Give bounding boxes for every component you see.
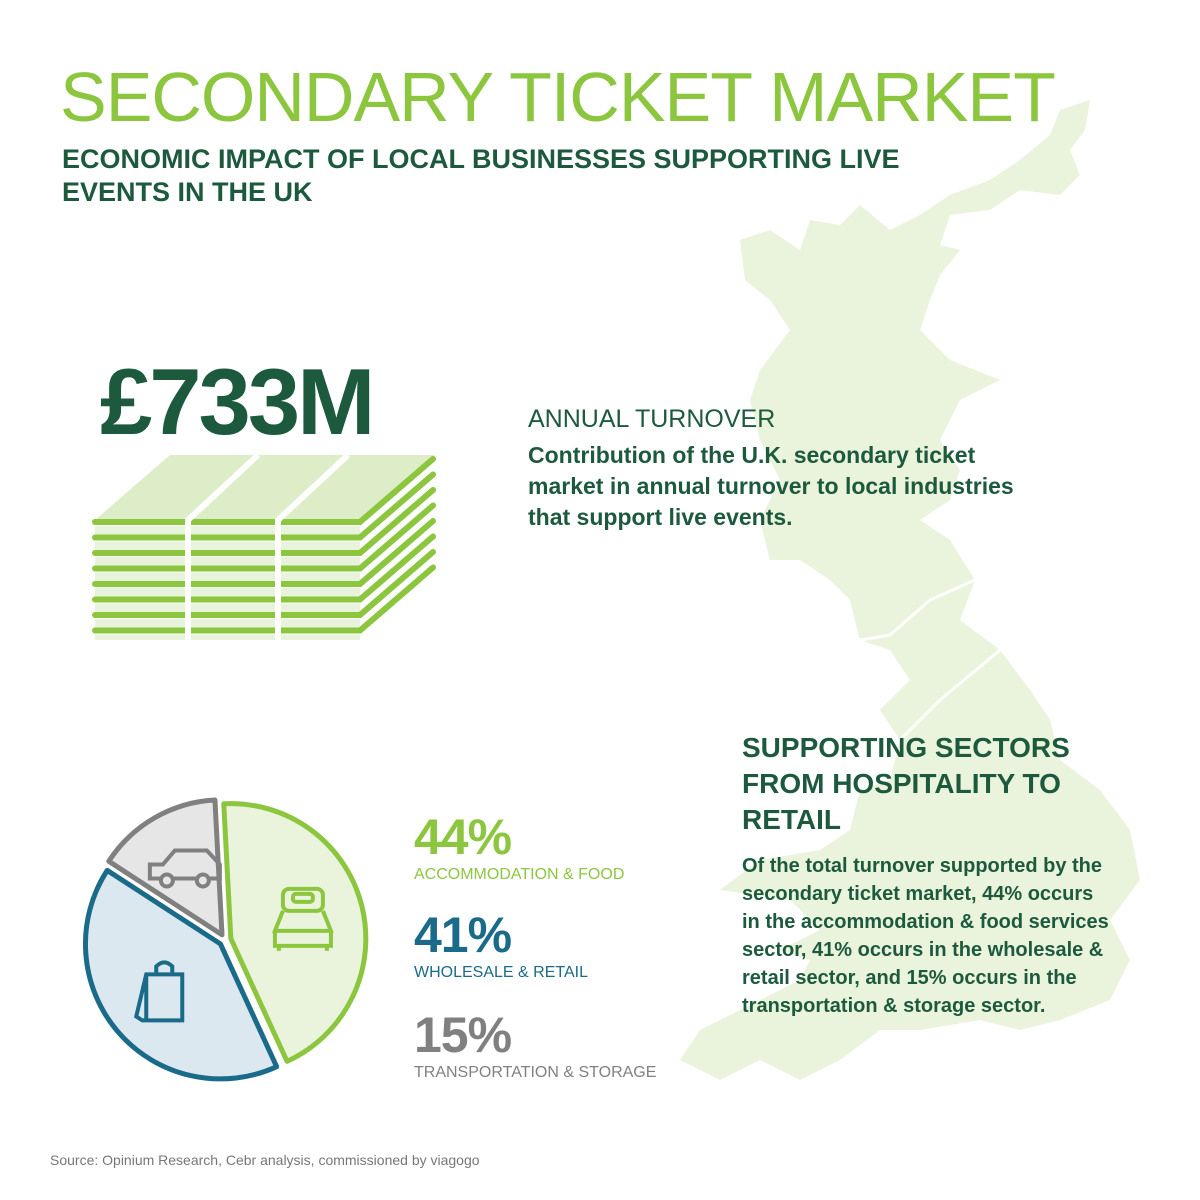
turnover-amount: £733M — [100, 349, 375, 454]
legend-wholesale: 41% WHOLESALE & RETAIL — [414, 910, 588, 982]
banknote-edge — [92, 533, 436, 603]
banknote-edge — [92, 502, 436, 572]
banknote-edge — [92, 518, 436, 587]
turnover-heading: ANNUAL TURNOVER — [528, 405, 776, 433]
banknote-top — [95, 455, 435, 520]
page-title: SECONDARY TICKET MARKET — [60, 58, 1056, 136]
label-wholesale: WHOLESALE & RETAIL — [414, 964, 588, 981]
legend-accommodation: 44% ACCOMMODATION & FOOD — [414, 812, 624, 884]
sectors-description: Of the total turnover supported by the s… — [742, 855, 1109, 1017]
banknote-edge — [92, 456, 436, 525]
car-icon — [147, 848, 222, 889]
pct-transportation: 15% — [414, 1007, 512, 1063]
pct-wholesale: 41% — [414, 907, 512, 963]
banknote-edge — [92, 487, 436, 556]
turnover-description: Contribution of the U.K. secondary ticke… — [528, 442, 1014, 530]
pct-accommodation: 44% — [414, 809, 512, 865]
label-transportation: TRANSPORTATION & STORAGE — [414, 1064, 657, 1081]
banknote-edge — [92, 471, 436, 541]
sector-pie-chart — [82, 797, 369, 1082]
banknote-edge — [92, 564, 436, 634]
label-accommodation: ACCOMMODATION & FOOD — [414, 866, 625, 883]
pie-slice-2 — [106, 797, 225, 938]
banknote-edge — [92, 549, 436, 618]
sectors-heading: SUPPORTING SECTORS FROM HOSPITALITY TO R… — [742, 732, 1070, 835]
bed-icon — [271, 886, 334, 951]
shopping-bag-icon — [133, 960, 185, 1023]
money-stack-icon — [92, 452, 436, 640]
page-subtitle: ECONOMIC IMPACT OF LOCAL BUSINESSES SUPP… — [62, 144, 900, 207]
legend-transportation: 15% TRANSPORTATION & STORAGE — [414, 1010, 656, 1082]
source-note: Source: Opinium Research, Cebr analysis,… — [50, 1152, 480, 1168]
